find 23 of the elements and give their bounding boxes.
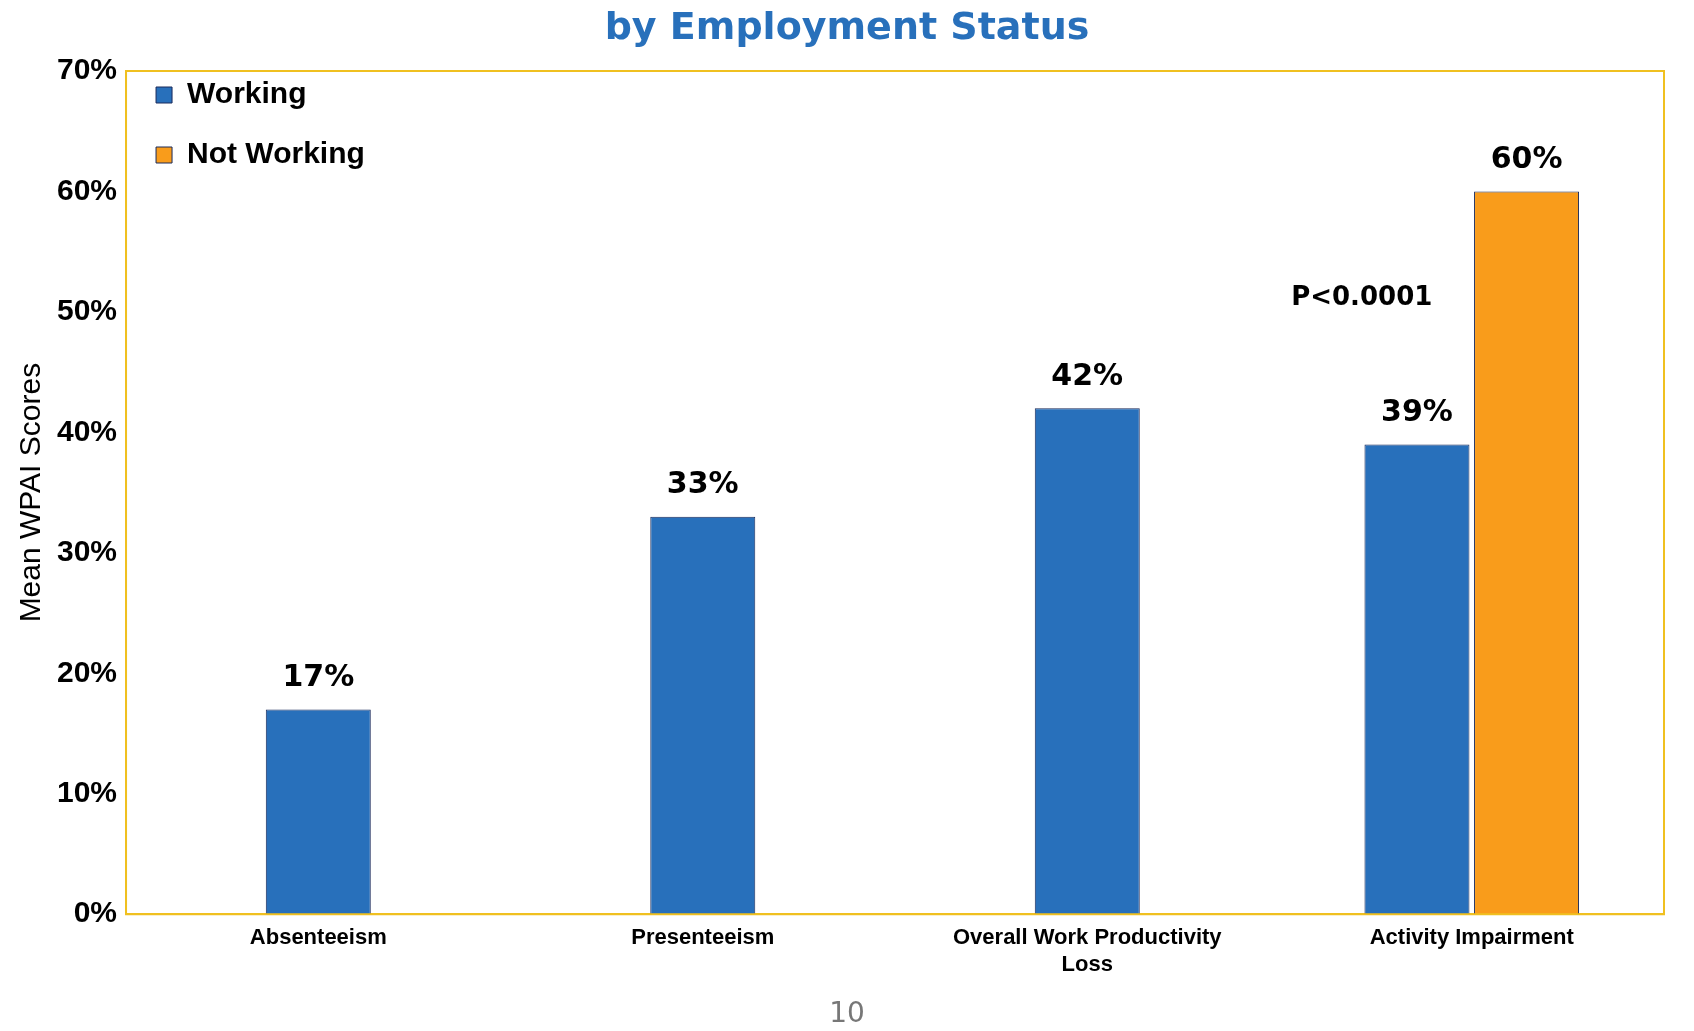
legend-label: Working [187, 76, 307, 110]
y-tick-label: 30% [57, 534, 118, 568]
y-tick-label: 0% [73, 895, 118, 929]
x-tick-label: Activity Impairment [1369, 924, 1575, 950]
y-tick-label: 10% [57, 775, 118, 809]
annotation: P<0.0001 [1291, 280, 1433, 311]
text: 60% [1490, 140, 1563, 176]
y-tick-label: 50% [57, 293, 118, 327]
y-tick-label: 60% [57, 172, 118, 206]
text: 42% [1051, 357, 1124, 393]
y-tick-label: 40% [57, 413, 118, 447]
y-tick-label: 70% [57, 52, 118, 86]
y-tick-label: 20% [57, 654, 118, 688]
legend-label: Not Working [187, 136, 365, 170]
text: 10 [829, 996, 865, 1030]
x-tick-label: Presenteeism [631, 924, 775, 950]
x-tick-label: Absenteeism [249, 924, 387, 950]
text: 17% [282, 658, 355, 694]
x-tick-label: Overall Work Productivity Loss [952, 924, 1223, 976]
y-axis-title: Mean WPAI Scores [13, 362, 47, 623]
text: 33% [666, 465, 739, 501]
text: 39% [1381, 393, 1453, 429]
chart-title: by Employment Status [603, 4, 1091, 48]
